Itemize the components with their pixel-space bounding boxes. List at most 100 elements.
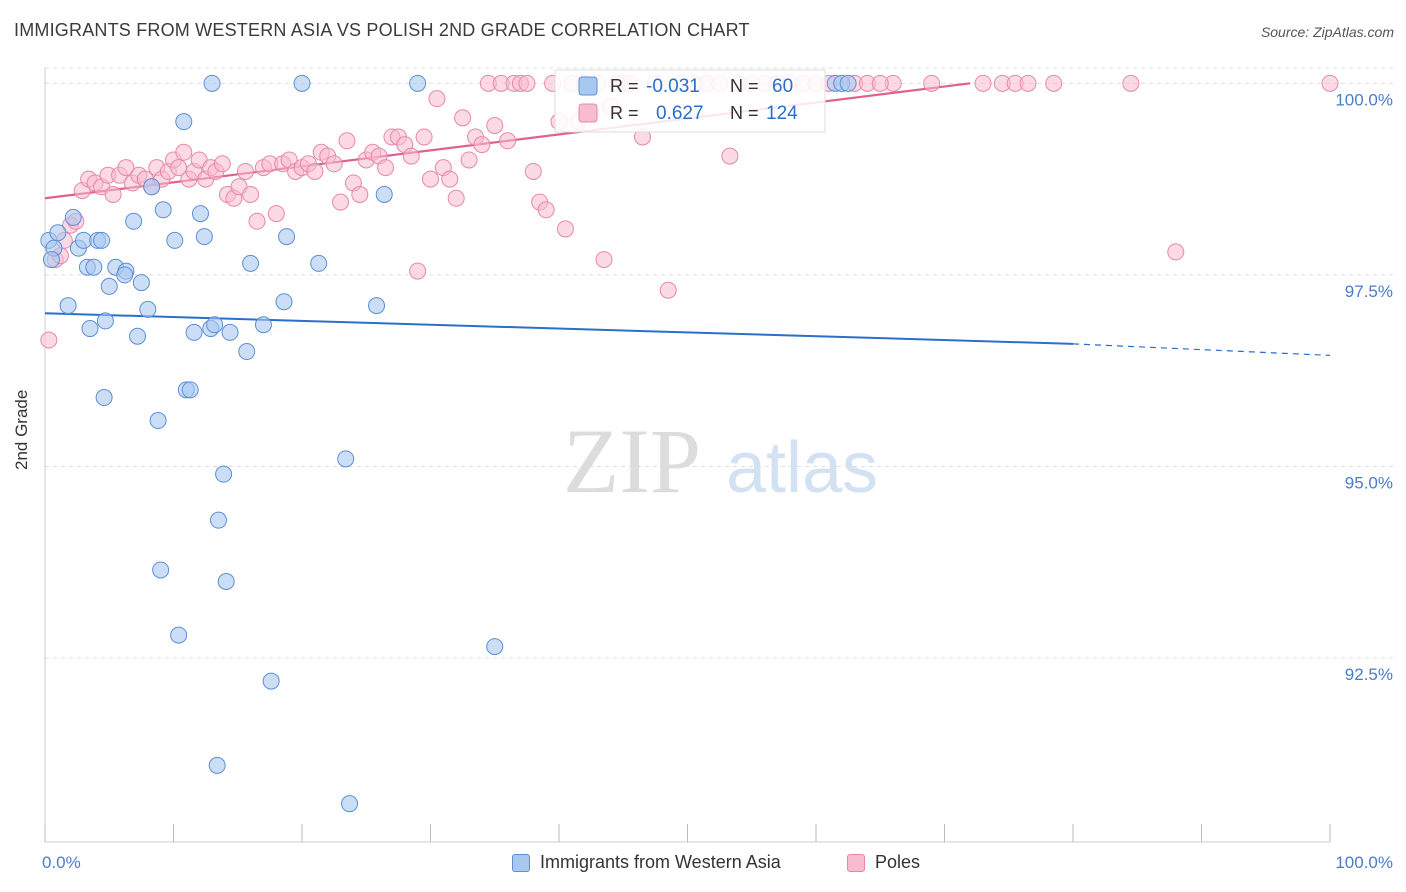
poles-point [236, 162, 254, 180]
bottom-legend-label-poles: Poles [875, 852, 921, 872]
bottom-legend-swatch-pink [847, 853, 865, 872]
axes: 92.5% 95.0% 97.5% 100.0% 0.0% 100.0% [42, 68, 1393, 872]
poles-point [499, 132, 517, 150]
western-asia-point [152, 561, 170, 579]
poles-point [104, 185, 122, 203]
poles-point [460, 151, 478, 169]
poles-point [409, 262, 427, 280]
western-asia-point [191, 205, 209, 223]
western-asia-point [278, 228, 296, 246]
western-asia-point [166, 231, 184, 249]
poles-point [1045, 74, 1063, 92]
western-asia-point [375, 185, 393, 203]
western-asia-point [129, 327, 147, 345]
western-asia-point [215, 465, 233, 483]
legend-r-value-1: -0.031 [646, 76, 700, 97]
western-asia-point [139, 300, 157, 318]
legend-n-label-2: N = [730, 103, 759, 123]
poles-point [871, 74, 889, 92]
poles-point [1167, 243, 1185, 261]
source-label: Source: ZipAtlas.com [1260, 24, 1394, 40]
western-asia-point [125, 212, 143, 230]
poles-point [175, 143, 193, 161]
western-asia-point [132, 274, 150, 292]
western-asia-point [96, 312, 114, 330]
poles-point [447, 189, 465, 207]
western-asia-point [293, 74, 311, 92]
western-asia-point [59, 297, 77, 315]
poles-point [1321, 74, 1339, 92]
western-asia-point [368, 297, 386, 315]
watermark-atlas: atlas [726, 428, 878, 508]
y-axis-label: 2nd Grade [12, 389, 31, 470]
bottom-legend-item-western-asia[interactable]: Immigrants from Western Asia [512, 852, 781, 873]
legend-r-label-2: R = [610, 103, 639, 123]
poles-point [454, 109, 472, 127]
poles-point [40, 331, 58, 349]
western-asia-point [81, 320, 99, 338]
poles-point [242, 185, 260, 203]
legend-n-value-1: 60 [772, 76, 793, 97]
poles-point [518, 74, 536, 92]
legend-swatch-pink [578, 103, 598, 123]
western-asia-point [242, 254, 260, 272]
western-asia-point [195, 228, 213, 246]
y-tick-label: 95.0% [1345, 473, 1393, 492]
poles-points [40, 74, 1339, 349]
western-asia-point [175, 113, 193, 131]
poles-point [422, 170, 439, 188]
western-asia-point [95, 389, 113, 407]
legend-r-value-2: 0.627 [656, 103, 704, 124]
poles-point [659, 281, 677, 299]
poles-point [325, 155, 343, 173]
x-tick-label-max: 100.0% [1335, 853, 1393, 872]
western-asia-point [409, 74, 427, 92]
western-asia-point [49, 224, 67, 242]
western-asia-point [337, 450, 355, 468]
poles-point [377, 159, 395, 177]
western-asia-point [42, 251, 60, 269]
western-asia-point [143, 178, 161, 196]
y-tick-label: 100.0% [1335, 90, 1393, 109]
x-tick-label-min: 0.0% [42, 853, 81, 872]
western-asia-point [100, 277, 118, 295]
western-asia-point [262, 672, 280, 690]
y-tick-label: 92.5% [1345, 665, 1393, 684]
bottom-legend-item-poles[interactable]: Poles [847, 852, 920, 873]
western-asia-point [221, 323, 239, 341]
western-asia-point [275, 293, 293, 311]
western-asia-point [149, 412, 167, 430]
legend-n-value-2: 124 [766, 103, 798, 124]
legend-r-label-1: R = [610, 76, 639, 96]
inner-legend: R = -0.031 N = 60 R = 0.627 N = 124 [554, 69, 826, 133]
western-asia-point [75, 231, 93, 249]
poles-point [923, 74, 941, 92]
western-asia-points [40, 74, 857, 813]
poles-point [213, 155, 231, 173]
grid [45, 67, 1395, 659]
western-asia-trend-extension [1072, 343, 1331, 356]
legend-n-label-1: N = [730, 76, 759, 96]
poles-point [473, 136, 491, 154]
western-asia-point [64, 208, 82, 226]
poles-point [556, 220, 574, 238]
western-asia-point [208, 756, 226, 774]
poles-point [486, 116, 504, 134]
western-asia-point [254, 316, 272, 334]
poles-point [1019, 74, 1037, 92]
watermark-zip: ZIP [563, 410, 701, 512]
western-asia-point [217, 572, 235, 590]
western-asia-point [341, 795, 359, 813]
poles-point [338, 132, 356, 150]
legend-box [554, 69, 826, 133]
poles-point [248, 212, 266, 230]
poles-point [1122, 74, 1140, 92]
western-asia-point [170, 626, 188, 644]
bottom-legend-swatch-blue [512, 853, 530, 872]
y-tick-label: 97.5% [1345, 282, 1393, 301]
western-asia-point [154, 201, 172, 219]
poles-point [402, 147, 420, 165]
chart-title: IMMIGRANTS FROM WESTERN ASIA VS POLISH 2… [14, 20, 750, 40]
western-asia-point [93, 231, 111, 249]
